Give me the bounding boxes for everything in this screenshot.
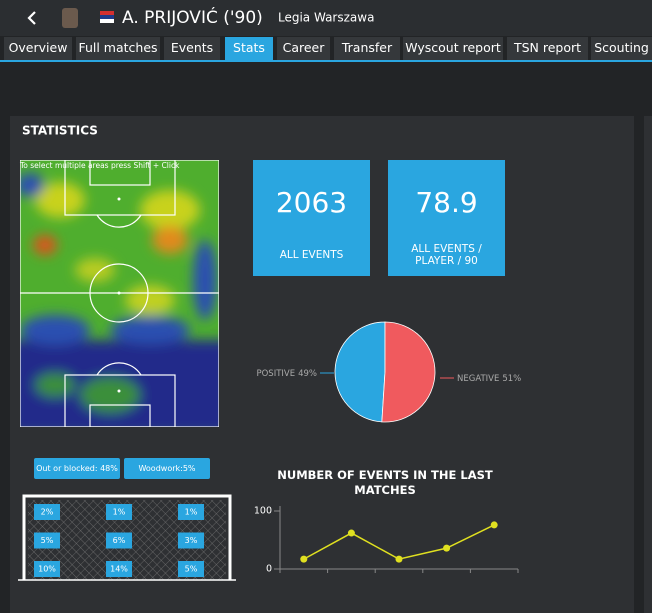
section-title: STATISTICS <box>22 124 98 138</box>
goal-zone[interactable] <box>34 504 60 520</box>
y-tick-label: 100 <box>254 506 272 517</box>
pie-label-part: NEGATIVE <box>457 374 499 384</box>
tab[interactable]: Transfer <box>341 40 393 55</box>
pie-label: NEGATIVE 51% <box>457 374 521 384</box>
tab[interactable]: Scouting <box>594 40 649 55</box>
tab-underline <box>0 60 652 62</box>
tab-bg[interactable] <box>225 37 273 60</box>
pie-label-part: POSITIVE <box>256 369 295 379</box>
heatmap-hint: To select multiple areas press Shift + C… <box>19 161 180 170</box>
goal-button[interactable] <box>34 458 120 479</box>
goal-zone[interactable] <box>106 532 132 549</box>
goal-zone[interactable] <box>106 561 132 577</box>
tabs: Overview Full matches Events Stats Career Tra… <box>4 37 652 60</box>
goal-zone-label: 6% <box>113 536 126 545</box>
back-button[interactable] <box>27 11 36 25</box>
goal-zone-label: 5% <box>41 536 54 545</box>
pie-label-part: 49% <box>298 369 317 379</box>
goal-zone[interactable] <box>178 532 204 549</box>
goal-zone[interactable] <box>34 532 60 549</box>
tab[interactable]: TSN report <box>513 40 581 55</box>
goal-button[interactable] <box>124 458 210 479</box>
kpi-box <box>253 160 370 276</box>
goal-zone-label: 3% <box>185 536 198 545</box>
tab-bg[interactable] <box>4 37 72 60</box>
club-name: Legia Warszawa <box>278 11 374 25</box>
line-chart-title: NUMBER OF EVENTS IN THE LAST MATCHES <box>277 468 493 497</box>
point <box>443 544 451 552</box>
goal-zone-label: 2% <box>41 508 54 517</box>
tab[interactable]: Overview <box>9 40 68 55</box>
tab-bg[interactable] <box>76 37 160 60</box>
goal-zone[interactable] <box>178 504 204 520</box>
goal-zone[interactable] <box>178 561 204 577</box>
goal-zone[interactable] <box>34 561 60 577</box>
tab[interactable]: Events <box>171 40 213 55</box>
pie-label: POSITIVE 49% <box>256 369 317 379</box>
tab-bg[interactable] <box>403 37 503 60</box>
avatar <box>62 8 78 28</box>
point <box>347 529 355 537</box>
tab-bg[interactable] <box>277 37 330 60</box>
goal-zone-label: 14% <box>110 565 128 574</box>
kpi-box <box>388 160 505 276</box>
tab-bg[interactable] <box>507 37 588 60</box>
goal-zone-label: 1% <box>113 508 126 517</box>
kpi-value: 78.9 <box>415 186 477 219</box>
kpi-label: ALL EVENTS <box>280 249 344 261</box>
goal-zone[interactable] <box>106 504 132 520</box>
flag <box>100 11 114 15</box>
goal-button-label[interactable]: Out or blocked: 48% <box>36 464 118 473</box>
tab-bg[interactable] <box>164 37 220 60</box>
tab[interactable]: Stats <box>233 40 265 55</box>
kpi-label: ALL EVENTS / PLAYER / 90 <box>411 243 482 267</box>
point <box>300 555 308 563</box>
y-tick-label: 0 <box>266 564 272 575</box>
pie-slice <box>334 321 386 423</box>
goal-zone-label: 5% <box>185 565 198 574</box>
tab[interactable]: Wyscout report <box>405 40 501 55</box>
goal-zone-label: 10% <box>38 565 56 574</box>
point <box>490 521 498 529</box>
tab[interactable]: Full matches <box>78 40 157 55</box>
pie-label-part: 51% <box>502 374 521 384</box>
kpi-value: 2063 <box>276 186 347 219</box>
pie-slice <box>381 321 436 423</box>
point <box>395 555 403 563</box>
goal-zone-label: 1% <box>185 508 198 517</box>
tab-bg[interactable] <box>334 37 400 60</box>
tab[interactable]: Career <box>283 40 326 55</box>
player-name: A. PRIJOVIĆ ('90) <box>122 6 263 28</box>
goal-button-label[interactable]: Woodwork:5% <box>138 464 195 473</box>
heatmap[interactable] <box>10 160 230 435</box>
tab-bg[interactable] <box>591 37 652 60</box>
